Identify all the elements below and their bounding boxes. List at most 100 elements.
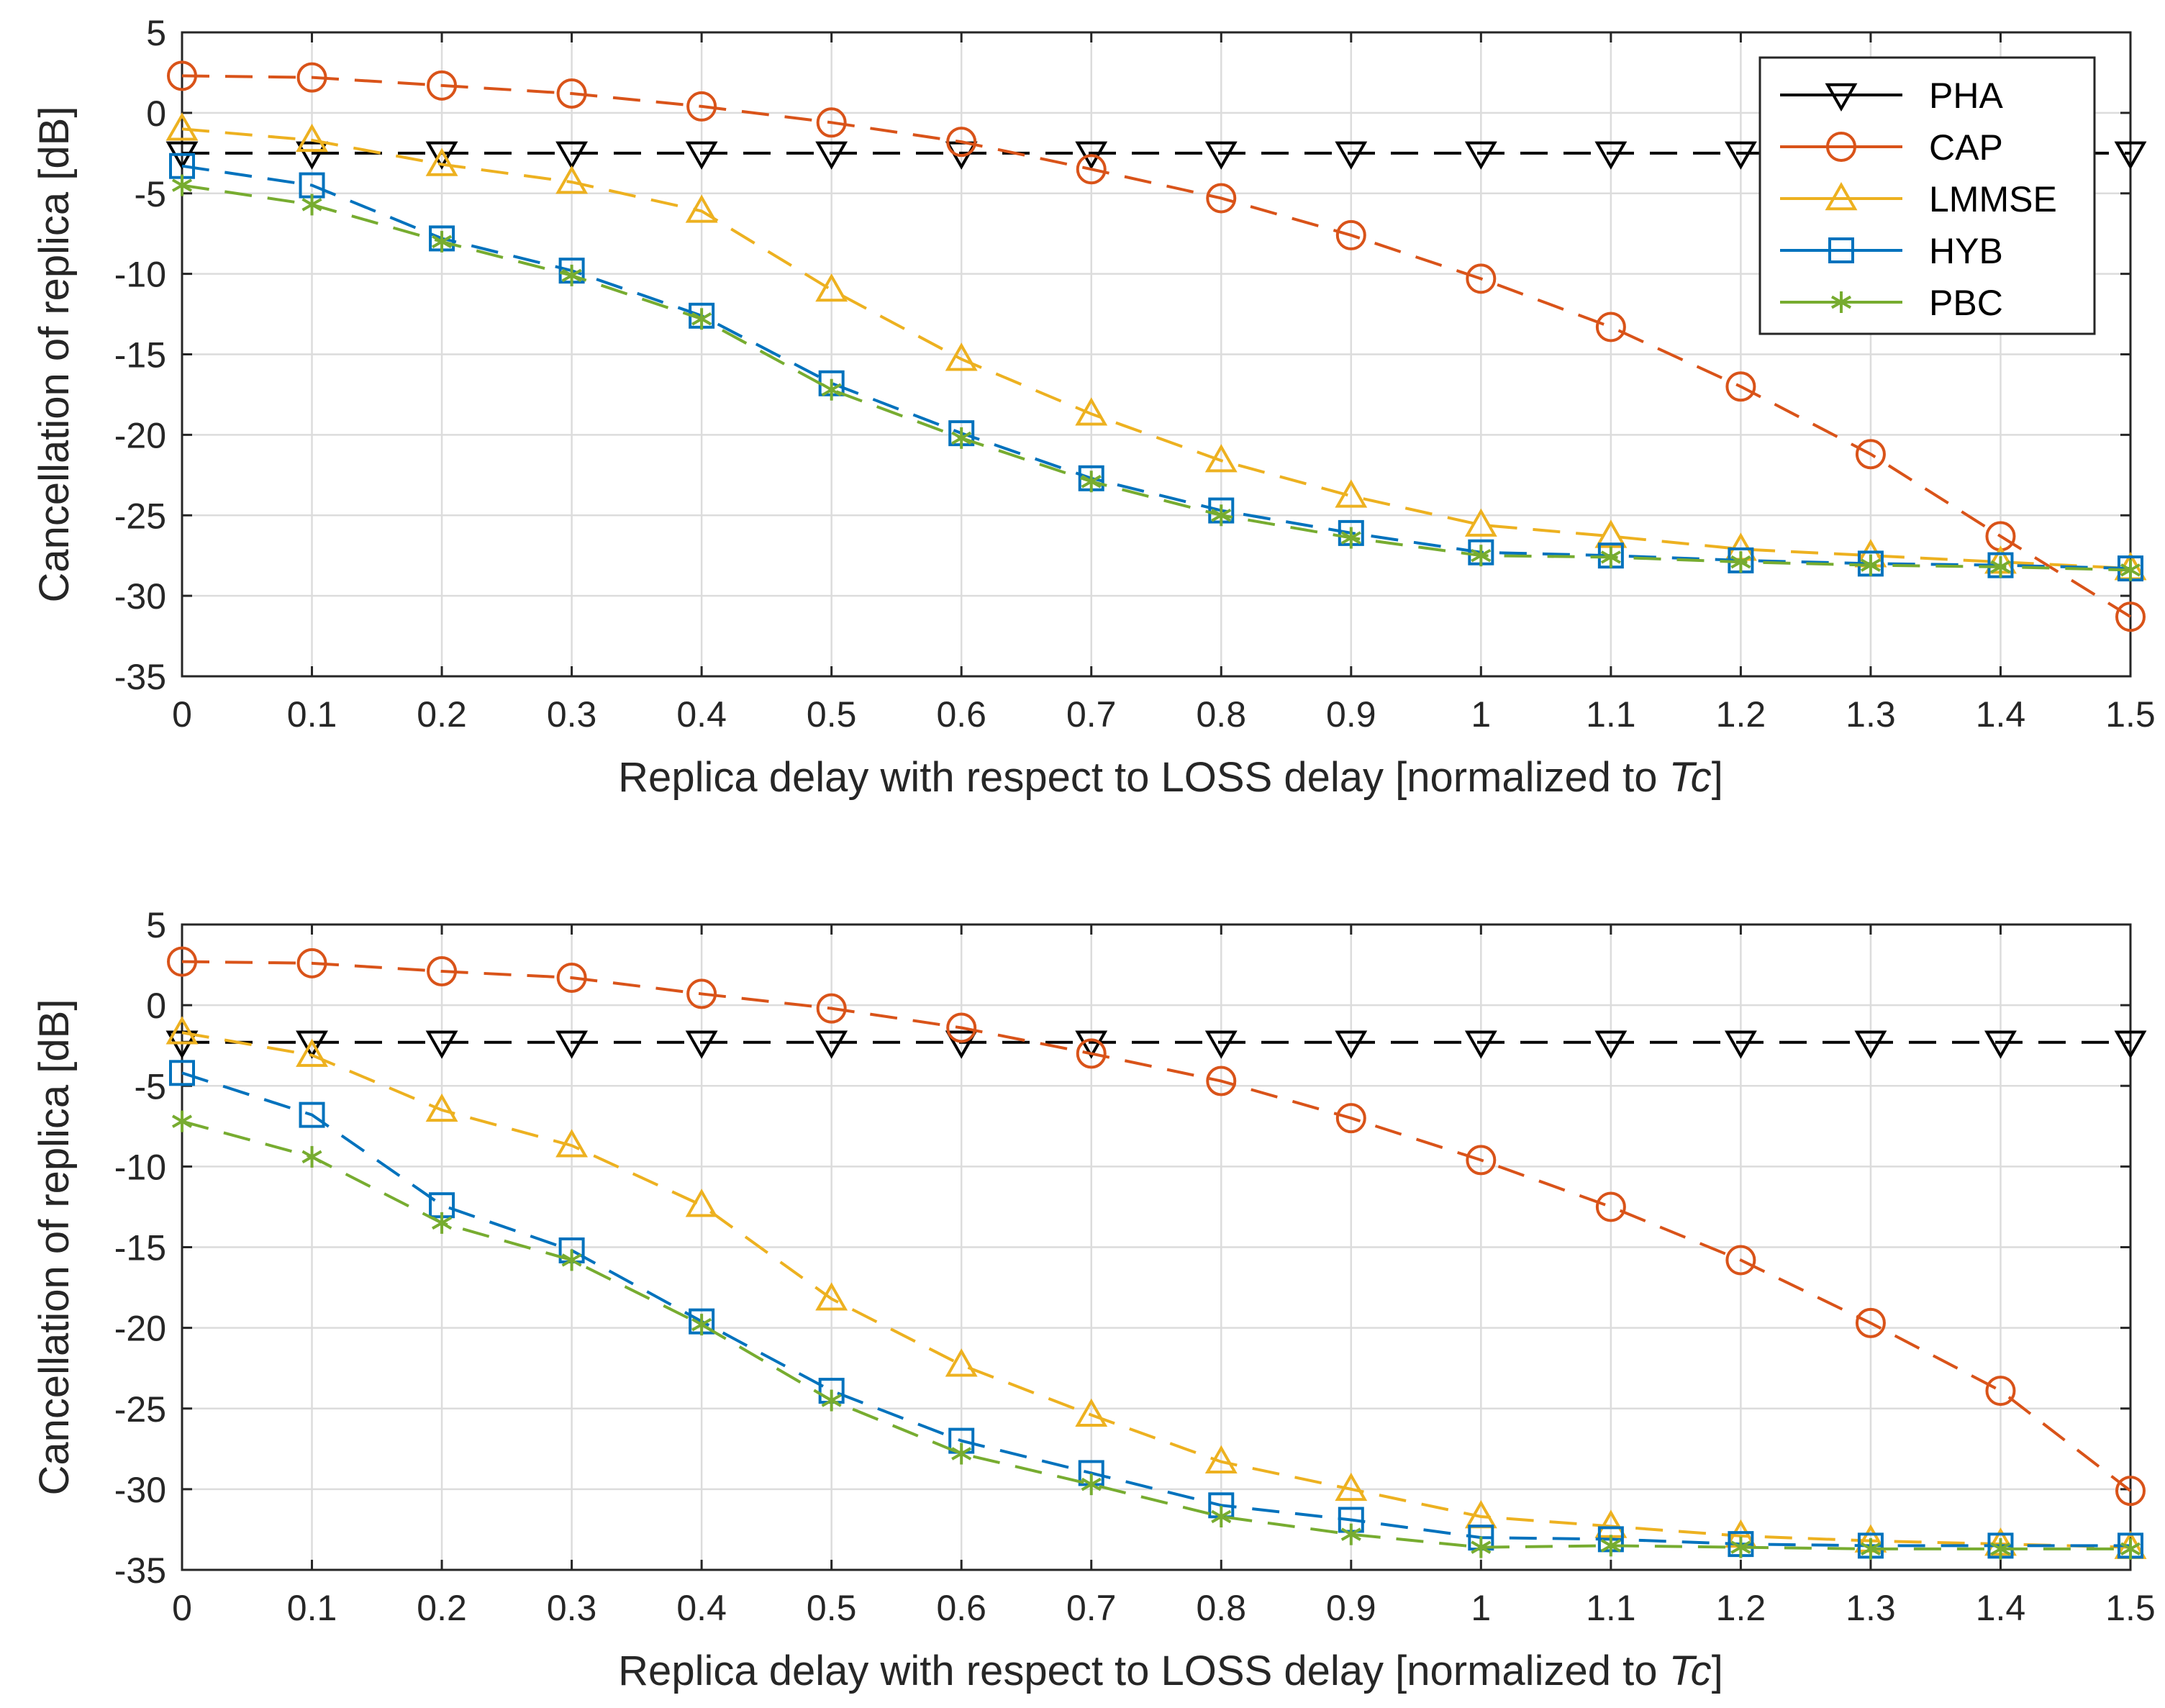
data-point-cap: [1206, 1066, 1237, 1096]
x-axis-label: Replica delay with respect to LOSS delay…: [618, 1648, 1723, 1694]
data-point-pbc: [432, 230, 453, 253]
y-tick-label: -5: [135, 174, 166, 214]
data-point-cap: [2115, 601, 2146, 632]
legend: PHA CAP LMMSE HYB PBC: [1758, 56, 2096, 335]
data-point-pha: [425, 1030, 458, 1059]
y-tick-label: -15: [114, 1228, 166, 1268]
series-line-hyb: [181, 1071, 2130, 1548]
data-point-pbc: [1600, 1535, 1621, 1557]
data-point-lmmse: [296, 123, 328, 153]
series-pbc: [171, 174, 2141, 581]
data-point-pbc: [691, 308, 712, 330]
legend-box: [1758, 56, 2096, 335]
legend-marker-pbc: [1830, 291, 1852, 313]
data-point-lmmse: [425, 1093, 458, 1122]
data-point-cap: [1725, 371, 1756, 402]
data-point-lmmse: [685, 194, 718, 223]
x-tick-label: 0.1: [287, 694, 337, 735]
data-point-pbc: [301, 1145, 322, 1168]
data-point-pha: [1335, 141, 1368, 170]
legend-entry-lmmse: LMMSE: [1780, 179, 2057, 219]
data-point-pha: [296, 1030, 328, 1059]
data-point-cap: [1855, 439, 1886, 470]
data-point-pbc: [951, 427, 972, 449]
y-tick-label: -10: [114, 255, 166, 295]
data-point-lmmse: [425, 147, 458, 176]
data-point-pbc: [1600, 546, 1621, 568]
legend-entry-pbc: PBC: [1780, 283, 2003, 323]
series-cap: [167, 946, 2146, 1507]
data-point-cap: [1076, 1038, 1107, 1069]
data-point-pbc: [1990, 1537, 2011, 1560]
data-point-lmmse: [815, 273, 848, 302]
y-tick-label: -25: [114, 496, 166, 536]
data-point-cap: [816, 107, 847, 138]
data-point-hyb: [299, 1101, 325, 1128]
y-tick-label: 0: [146, 94, 166, 134]
series-line-hyb: [181, 164, 2131, 571]
x-tick-label: 0.4: [676, 1588, 727, 1628]
data-point-pbc: [561, 1249, 582, 1271]
data-point-cap: [167, 946, 197, 977]
data-point-cap: [2115, 1476, 2146, 1507]
data-point-lmmse: [945, 1348, 978, 1377]
subplot-bottom: 0 0.1 0.2 0.3 0.4 0.5 0.6 0.7 0.8 0.9 1 1.1 1.2 1.3 1.…: [31, 905, 2156, 1694]
x-tick-label: 0: [172, 694, 192, 735]
x-tick-label: 0.7: [1066, 694, 1117, 735]
data-point-pbc: [1730, 551, 1751, 573]
data-point-cap: [167, 60, 197, 91]
data-point-pha: [1594, 1030, 1628, 1059]
y-axis-label: Cancellation of replica [dB]: [31, 106, 78, 603]
y-tick-label: -30: [114, 576, 166, 617]
series-line-cap: [181, 960, 2132, 1492]
y-tick-label: -30: [114, 1470, 166, 1510]
legend-marker-hyb: [1828, 237, 1854, 263]
data-point-cap: [946, 127, 977, 158]
x-tick-label: 1.5: [2105, 694, 2156, 735]
x-tick-label: 0.5: [807, 694, 857, 735]
x-tick-label: 1: [1471, 1588, 1491, 1628]
data-point-pha: [296, 141, 328, 170]
x-tick-label: 0.1: [287, 1588, 337, 1628]
data-point-cap: [556, 963, 587, 994]
x-tick-label: 1.2: [1716, 694, 1766, 735]
data-point-cap: [1855, 1307, 1886, 1338]
data-point-pbc: [1471, 545, 1492, 567]
data-point-cap: [1725, 1245, 1756, 1276]
x-tick-label: 1: [1471, 694, 1491, 735]
x-tick-label: 0.2: [417, 694, 467, 735]
data-point-pha: [1464, 1030, 1497, 1059]
series-line-pbc: [181, 1119, 2130, 1550]
data-point-lmmse: [555, 1129, 589, 1158]
y-tick-label: -35: [114, 657, 166, 697]
data-point-cap: [686, 91, 717, 122]
data-point-pha: [555, 141, 589, 170]
subplot-top: 0 0.1 0.2 0.3 0.4 0.5 0.6 0.7 0.8 0.9 1 1.1 1.2 1.3 1.…: [31, 13, 2156, 801]
data-point-lmmse: [685, 1189, 718, 1217]
data-point-pha: [1594, 141, 1628, 170]
data-point-pha: [1724, 141, 1757, 170]
data-point-pha: [1724, 1030, 1757, 1059]
legend-label: CAP: [1929, 127, 2003, 168]
data-point-hyb: [169, 1060, 195, 1086]
data-point-pha: [1075, 1030, 1108, 1059]
y-tick-label: -20: [114, 1309, 166, 1349]
data-point-cap: [1595, 1191, 1626, 1222]
data-point-cap: [427, 956, 458, 987]
data-point-cap: [1466, 1145, 1497, 1176]
data-point-pbc: [1990, 555, 2011, 578]
data-point-pbc: [1211, 1505, 1232, 1527]
x-axis-label: Replica delay with respect to LOSS delay…: [618, 754, 1723, 801]
data-point-pbc: [1081, 471, 1102, 493]
data-point-lmmse: [1204, 444, 1238, 473]
y-tick-label: -35: [114, 1550, 166, 1591]
data-point-cap: [427, 70, 458, 101]
x-tick-label: 1.2: [1716, 1588, 1766, 1628]
data-point-pbc: [1211, 504, 1232, 527]
x-tick-label: 0.9: [1326, 1588, 1376, 1628]
data-point-lmmse: [1075, 1398, 1108, 1427]
x-tick-label: 0.3: [547, 694, 597, 735]
x-tick-label: 1.1: [1586, 694, 1636, 735]
legend-entry-cap: CAP: [1780, 127, 2003, 168]
ticks: 0 0.1 0.2 0.3 0.4 0.5 0.6 0.7 0.8 0.9 1 1.1 1.2 1.3 1.…: [114, 905, 2156, 1628]
